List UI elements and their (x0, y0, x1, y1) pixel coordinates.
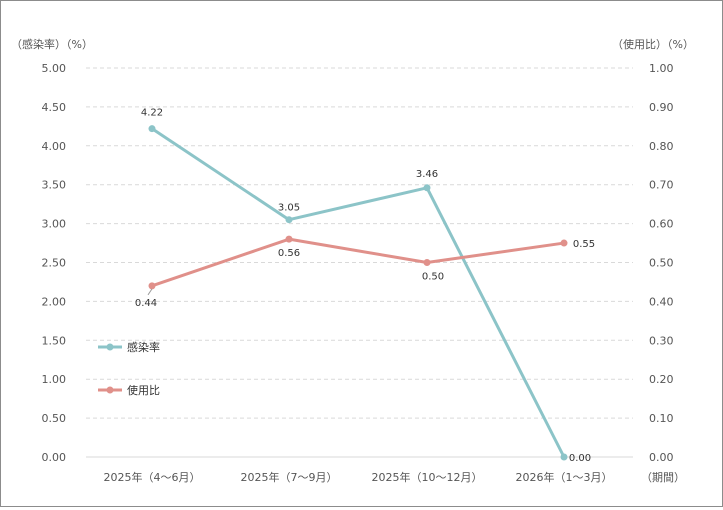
data-point (423, 259, 431, 266)
y-right-tick-label: 0.60 (649, 218, 674, 231)
y-right-tick-label: 0.40 (649, 295, 674, 308)
series-usage-ratio: 0.44 0.56 0.50 0.55 (135, 235, 595, 309)
data-point (285, 235, 293, 243)
y-right-tick-label: 0.10 (649, 412, 674, 425)
data-point (285, 216, 293, 224)
y-left-tick-label: 2.00 (42, 295, 67, 308)
y-left-tick-label: 2.50 (42, 257, 67, 270)
x-tick-label: 2025年（7～9月） (241, 470, 338, 484)
y-right-tick-label: 1.00 (649, 62, 674, 75)
data-label: 3.05 (278, 203, 300, 214)
data-label: 0.56 (278, 248, 300, 259)
data-point (148, 282, 156, 290)
x-axis-title: （期間） (641, 471, 685, 484)
y-left-tick-label: 4.00 (42, 140, 67, 153)
legend-label: 使用比 (127, 384, 160, 397)
legend-item: 感染率 (98, 340, 160, 354)
legend-label: 感染率 (127, 340, 160, 354)
y-right-tick-label: 0.70 (649, 179, 674, 192)
label-leader-line (147, 288, 153, 296)
data-label: 4.22 (141, 108, 163, 119)
y-left-tick-label: 3.50 (42, 179, 67, 192)
series-line (151, 127, 566, 458)
x-tick-labels: 2025年（4～6月） 2025年（7～9月） 2025年（10～12月） 2026年… (104, 470, 613, 484)
data-point (423, 184, 431, 192)
y-left-tick-label: 5.00 (42, 62, 67, 75)
data-point (560, 239, 568, 247)
y-left-tick-label: 4.50 (42, 101, 67, 114)
y-left-tick-label: 0.50 (42, 412, 67, 425)
y-left-tick-label: 0.00 (42, 451, 67, 464)
y-right-tick-label: 0.90 (649, 101, 674, 114)
data-point (560, 453, 568, 461)
y-right-tick-label: 0.50 (649, 257, 674, 270)
data-label: 0.00 (569, 453, 591, 464)
y-left-tick-label: 1.50 (42, 334, 67, 347)
x-tick-label: 2025年（4～6月） (104, 470, 201, 484)
data-label: 0.44 (135, 298, 157, 309)
y-left-axis-title: （感染率）（%） (11, 37, 93, 51)
legend-swatch-dot (106, 386, 114, 394)
y-right-tick-label: 0.00 (649, 451, 674, 464)
y-left-tick-label: 3.00 (42, 218, 67, 231)
legend-item: 使用比 (98, 384, 160, 397)
y-left-tick-label: 1.00 (42, 373, 67, 386)
y-right-tick-labels: 0.00 0.10 0.20 0.30 0.40 0.50 0.60 0.70 0.80 0.90… (649, 62, 674, 464)
x-tick-label: 2026年（1～3月） (516, 470, 613, 484)
data-point (148, 125, 156, 133)
series-lines: 4.22 3.05 3.46 0.00 0.44 0.56 0.50 0.55 (135, 108, 595, 464)
data-label: 0.50 (422, 272, 444, 283)
series-infection-rate: 4.22 3.05 3.46 0.00 (141, 108, 591, 464)
gridlines (86, 67, 633, 458)
x-tick-label: 2025年（10～12月） (372, 470, 483, 484)
series-line (151, 237, 565, 288)
data-label: 0.55 (573, 239, 595, 250)
data-label: 3.46 (416, 169, 438, 180)
y-right-tick-label: 0.20 (649, 373, 674, 386)
legend-swatch-dot (106, 343, 114, 351)
y-right-tick-label: 0.30 (649, 334, 674, 347)
y-right-axis-title: （使用比）（%） (612, 38, 694, 51)
y-right-tick-label: 0.80 (649, 140, 674, 153)
y-left-tick-labels: 0.00 0.50 1.00 1.50 2.00 2.50 3.00 3.50 4.00 4.50… (42, 62, 67, 464)
